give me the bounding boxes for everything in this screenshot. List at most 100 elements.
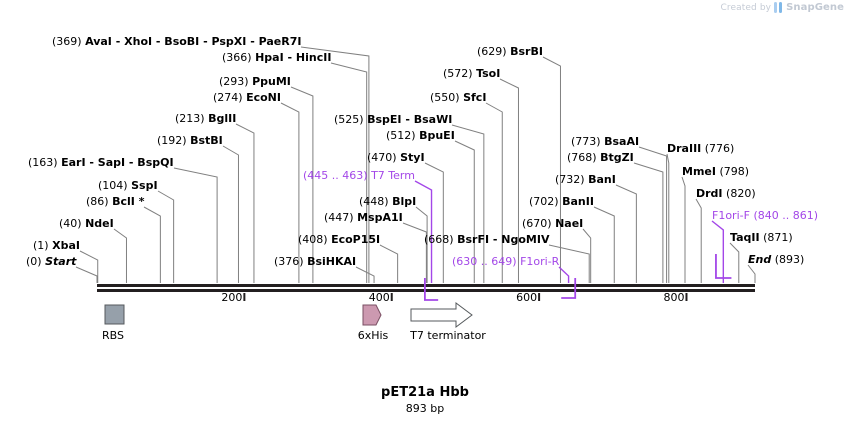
- label-styI[interactable]: (470) StyI: [367, 152, 425, 164]
- label-text: BsiHKAI: [307, 255, 357, 268]
- label-text: BanII: [562, 195, 594, 208]
- leader-line-mmeI: [681, 176, 686, 283]
- axis-label-600: 600: [516, 291, 538, 304]
- label-xbaI[interactable]: (1) XbaI: [33, 240, 80, 252]
- feature-bracket-t7-term: [423, 278, 439, 301]
- label-avaI-group[interactable]: (369) AvaI - XhoI - BsoBI - PspXI - PaeR…: [52, 36, 301, 48]
- leader-line-blpI: [415, 206, 428, 283]
- leader-line-hpaI-group: [330, 62, 368, 283]
- label-bsaAI[interactable]: (773) BsaAI: [571, 136, 639, 148]
- label-mmeI[interactable]: MmeI (798): [682, 166, 749, 178]
- axis-label-800: 800: [663, 291, 685, 304]
- label-position: (366): [222, 51, 252, 64]
- feature-glyph-t7-terminator[interactable]: [410, 302, 473, 328]
- leader-line-bpuEI: [454, 140, 475, 283]
- label-bsrFI-group[interactable]: (668) BsrFI - NgoMIV: [424, 234, 549, 246]
- label-text: XbaI: [52, 239, 80, 252]
- label-text: SspI: [131, 179, 158, 192]
- feature-bracket-f1ori-r: [561, 278, 577, 299]
- label-position: (40): [59, 217, 82, 230]
- label-taqII[interactable]: TaqII (871): [730, 232, 793, 244]
- label-position: (447): [324, 211, 354, 224]
- label-sfcI[interactable]: (550) SfcI: [430, 92, 486, 104]
- label-btgZI[interactable]: (768) BtgZI: [567, 152, 634, 164]
- leader-line-ecoP15I: [379, 244, 399, 283]
- label-position: (376): [274, 255, 304, 268]
- label-blpI[interactable]: (448) BlpI: [359, 196, 416, 208]
- leader-line-bsaAI: [638, 146, 668, 283]
- label-position: (408): [298, 233, 328, 246]
- label-text: NaeI: [555, 217, 584, 230]
- label-t7-term[interactable]: (445 .. 463) T7 Term: [303, 170, 415, 182]
- label-position: (871): [763, 231, 793, 244]
- label-position: (104): [98, 179, 128, 192]
- leader-line-start: [75, 266, 98, 283]
- label-position: (893): [774, 253, 805, 266]
- label-bstBI[interactable]: (192) BstBI: [157, 135, 223, 147]
- label-start[interactable]: (0) Start: [26, 256, 76, 268]
- label-naeI[interactable]: (670) NaeI: [522, 218, 583, 230]
- feature-glyph-rbs[interactable]: [104, 304, 125, 325]
- leader-line-end: [747, 264, 756, 283]
- label-text: DraIII: [667, 142, 702, 155]
- leader-line-drdI: [695, 198, 702, 283]
- label-ppuMI[interactable]: (293) PpuMI: [219, 76, 291, 88]
- label-position: (732): [555, 173, 585, 186]
- label-text: BpuEI: [419, 129, 455, 142]
- leader-line-f1ori-r: [558, 266, 570, 283]
- label-earI-group[interactable]: (163) EarI - SapI - BspQI: [28, 157, 174, 169]
- watermark-prefix: Created by: [720, 2, 772, 13]
- label-text: TaqII: [730, 231, 760, 244]
- label-text: BanI: [588, 173, 616, 186]
- label-ecoP15I[interactable]: (408) EcoP15I: [298, 234, 380, 246]
- label-position: (470): [367, 151, 397, 164]
- label-position: (840 .. 861): [753, 209, 818, 222]
- label-bclI[interactable]: (86) BclI *: [86, 196, 144, 208]
- label-text: Start: [45, 255, 77, 268]
- label-text: BsaAI: [604, 135, 640, 148]
- label-position: (629): [477, 45, 507, 58]
- label-f1ori-r[interactable]: (630 .. 649) F1ori-R: [452, 256, 559, 268]
- label-bsiHKAI[interactable]: (376) BsiHKAI: [274, 256, 356, 268]
- label-end[interactable]: End (893): [748, 254, 804, 266]
- label-position: (798): [719, 165, 750, 178]
- label-position: (274): [213, 91, 243, 104]
- label-banI[interactable]: (732) BanI: [555, 174, 616, 186]
- label-text: NdeI: [85, 217, 114, 230]
- label-bspEI-group[interactable]: (525) BspEI - BsaWI: [334, 114, 452, 126]
- leader-line-xbaI: [79, 250, 99, 283]
- label-ndeI[interactable]: (40) NdeI: [59, 218, 114, 230]
- label-hpaI-group[interactable]: (366) HpaI - HincII: [222, 52, 331, 64]
- label-position: (773): [571, 135, 601, 148]
- feature-glyph-6xhis[interactable]: [362, 304, 382, 326]
- label-tsoI[interactable]: (572) TsoI: [443, 68, 500, 80]
- leader-line-bclI: [143, 206, 161, 283]
- label-position: (213): [175, 112, 205, 125]
- label-position: (163): [28, 156, 58, 169]
- label-position: (550): [430, 91, 460, 104]
- label-position: (776): [704, 142, 735, 155]
- label-position: (192): [157, 134, 187, 147]
- label-mspA1I[interactable]: (447) MspA1I: [324, 212, 403, 224]
- feature-caption-t7-terminator: T7 terminator: [410, 329, 486, 342]
- label-text: F1ori-F: [712, 209, 750, 222]
- label-bsrBI[interactable]: (629) BsrBI: [477, 46, 543, 58]
- axis-tick-800: [685, 293, 688, 301]
- label-position: (572): [443, 67, 473, 80]
- label-drdI[interactable]: DrdI (820): [696, 188, 756, 200]
- label-text: BsrBI: [510, 45, 543, 58]
- axis-label-200: 200: [221, 291, 243, 304]
- label-text: BsrFI - NgoMIV: [457, 233, 550, 246]
- label-bpuEI[interactable]: (512) BpuEI: [386, 130, 455, 142]
- label-sspI[interactable]: (104) SspI: [98, 180, 158, 192]
- label-ecoNI[interactable]: (274) EcoNI: [213, 92, 281, 104]
- label-draIII[interactable]: DraIII (776): [667, 143, 734, 155]
- label-banII[interactable]: (702) BanII: [529, 196, 594, 208]
- label-position: (86): [86, 195, 109, 208]
- label-position: (293): [219, 75, 249, 88]
- label-bglII[interactable]: (213) BglII: [175, 113, 236, 125]
- label-text: AvaI - XhoI - BsoBI - PspXI - PaeR7I: [85, 35, 302, 48]
- label-text: T7 Term: [371, 169, 415, 182]
- label-f1ori-f[interactable]: F1ori-F (840 .. 861): [712, 210, 818, 222]
